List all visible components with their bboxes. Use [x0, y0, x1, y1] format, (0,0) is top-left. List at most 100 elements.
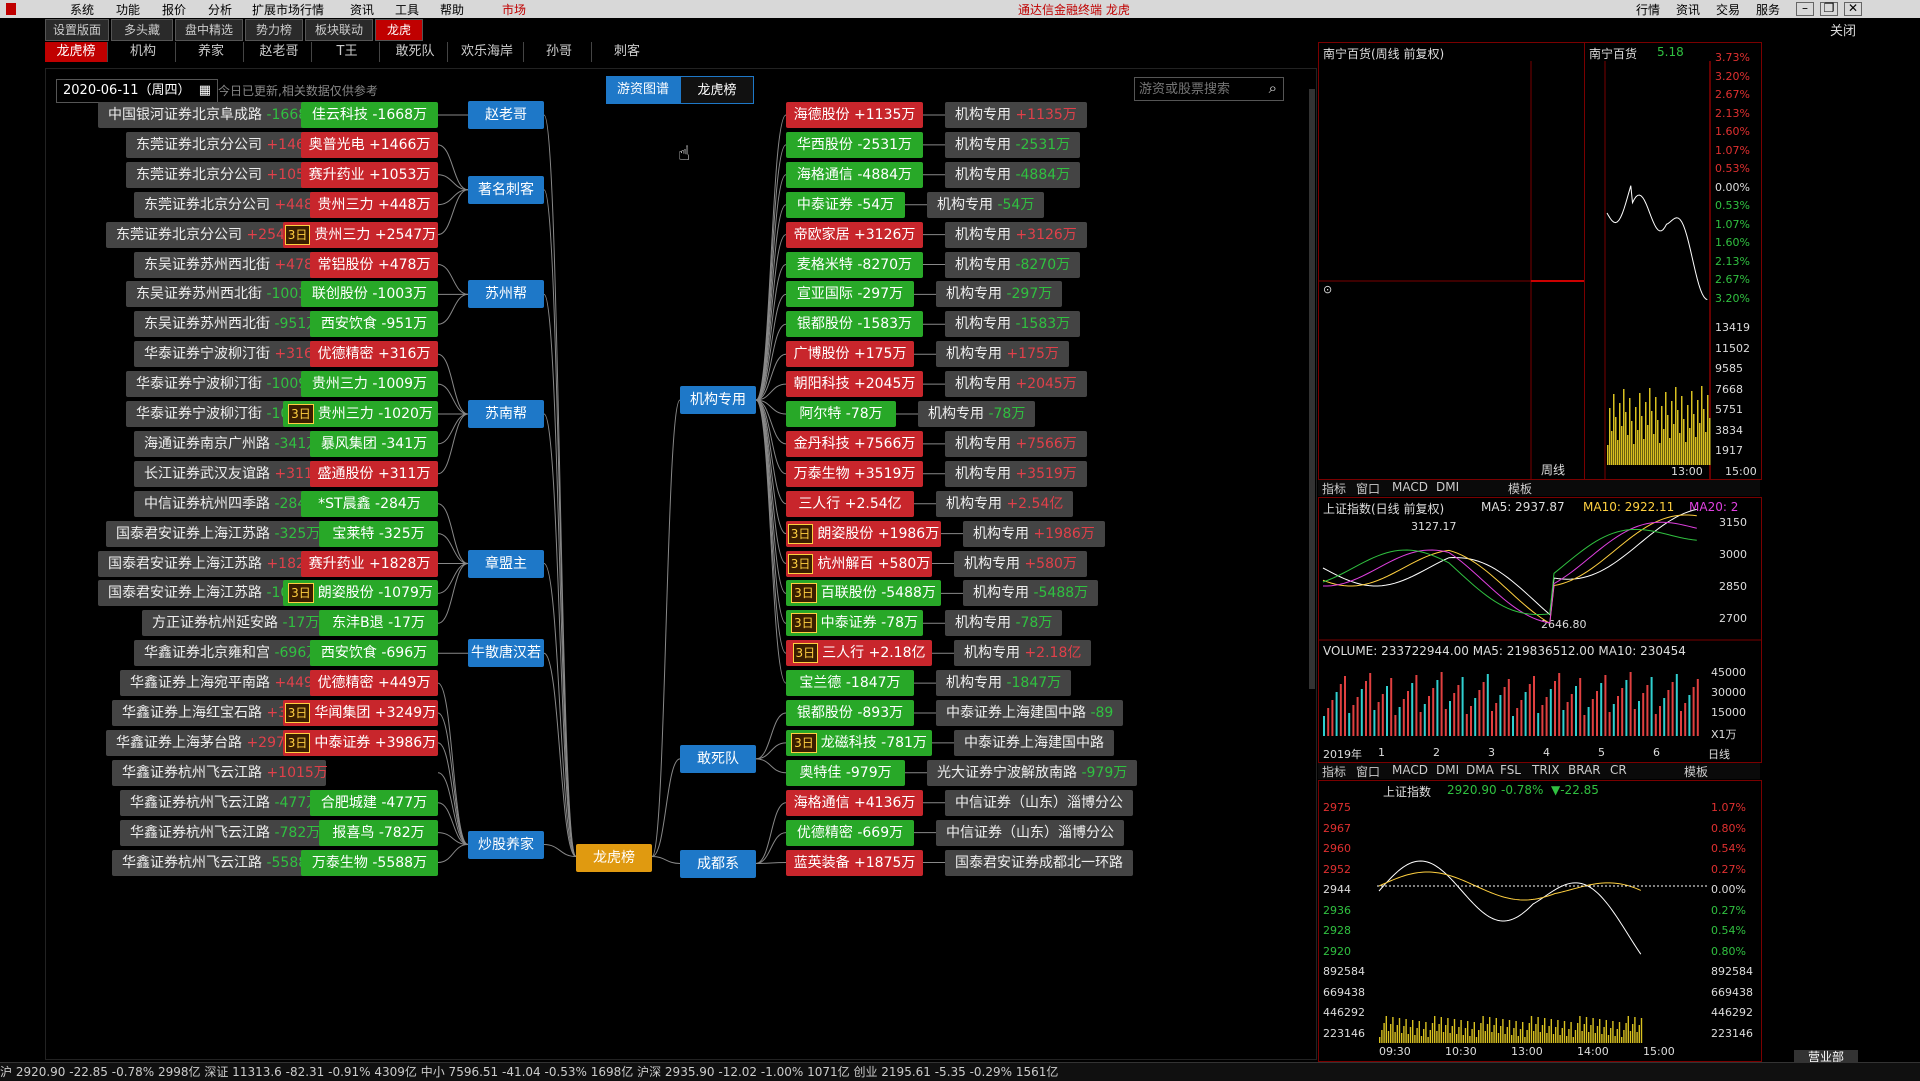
ind1-dmi[interactable]: DMI	[1436, 480, 1460, 494]
search-input[interactable]	[1135, 78, 1253, 101]
toggle-lhb[interactable]: 龙虎榜	[680, 76, 754, 104]
tab-intraday-pick[interactable]: 盘中精选	[175, 19, 243, 41]
indicator-tab[interactable]: BRAR	[1568, 763, 1601, 777]
group-node-left[interactable]: 苏州帮	[468, 280, 544, 309]
search-icon[interactable]: ⌕	[1268, 79, 1277, 97]
indicator-tab[interactable]: 指标	[1322, 765, 1347, 779]
seat-node[interactable]: 华鑫证券杭州飞云江路 +1015万	[112, 759, 328, 786]
tab-zhaolaoge[interactable]: 赵老哥	[247, 42, 312, 62]
stock-node[interactable]: 3日 中泰证券 +3986万	[283, 729, 438, 756]
ind1-indicator[interactable]: 指标	[1322, 482, 1347, 496]
tab-layout[interactable]: 设置版面	[45, 19, 109, 41]
stock-node[interactable]: 暴风集团 -341万	[310, 430, 438, 457]
stock-node[interactable]: 3日 华闻集团 +3249万	[283, 700, 438, 726]
stock-node[interactable]: 银都股份 -893万	[786, 700, 914, 726]
seat-node[interactable]: 光大证券宁波解放南路 -979万	[927, 759, 1138, 786]
seat-node[interactable]: 华泰证券宁波柳汀街 -1009万	[126, 371, 326, 398]
seat-node[interactable]: 东吴证券苏州西北街 +478万	[134, 251, 327, 278]
stock-node[interactable]: 优德精密 +449万	[310, 670, 438, 697]
stock-node[interactable]: 西安饮食 -696万	[310, 640, 438, 667]
seat-node[interactable]: 国泰君安证券上海江苏路 +1828万	[98, 550, 328, 577]
search-box[interactable]: ⌕	[1134, 77, 1284, 101]
stock-node[interactable]: 宝莱特 -325万	[319, 520, 438, 547]
restore-icon[interactable]: ❐	[1820, 2, 1838, 16]
indicator-tab[interactable]: FSL	[1500, 763, 1521, 777]
group-node-left[interactable]: 著名刺客	[468, 175, 544, 204]
seat-node[interactable]: 机构专用 -297万	[936, 281, 1063, 308]
seat-node[interactable]: 机构专用 +1135万	[945, 102, 1087, 128]
seat-node[interactable]: 机构专用 +2.18亿	[954, 640, 1092, 667]
stock-node[interactable]: 麦格米特 -8270万	[786, 251, 923, 278]
seat-node[interactable]: 机构专用 +1986万	[963, 520, 1105, 547]
seat-node[interactable]: 华鑫证券上海宛平南路 +449万	[120, 670, 327, 697]
seat-node[interactable]: 机构专用 +175万	[936, 341, 1069, 368]
stock-node[interactable]: 赛升药业 +1053万	[301, 161, 438, 188]
seat-node[interactable]: 中泰证券上海建国中路	[954, 729, 1114, 756]
seat-node[interactable]: 机构专用 -1583万	[945, 311, 1081, 338]
seat-node[interactable]: 机构专用 +580万	[954, 550, 1087, 577]
seat-node[interactable]: 机构专用 -54万	[927, 191, 1045, 218]
seat-node[interactable]: 机构专用 +7566万	[945, 430, 1087, 457]
sales-dept-tab[interactable]: 营业部	[1794, 1050, 1858, 1064]
seat-node[interactable]: 华鑫证券上海茅台路 +2971万	[106, 729, 308, 756]
seat-node[interactable]: 机构专用 -4884万	[945, 161, 1081, 188]
menu-analysis[interactable]: 分析	[208, 3, 233, 17]
seat-node[interactable]: 中国银河证券北京阜成路 -1668万	[98, 102, 326, 128]
stock-node[interactable]: 贵州三力 +448万	[310, 191, 438, 218]
stock-node[interactable]: 优德精密 -669万	[786, 819, 914, 846]
menu-market[interactable]: 市场	[502, 3, 527, 17]
tab-twang[interactable]: T王	[315, 42, 380, 62]
close-panel-button[interactable]: 关闭	[1830, 24, 1857, 39]
seat-node[interactable]: 机构专用 -5488万	[963, 580, 1099, 607]
tab-institution[interactable]: 机构	[111, 42, 176, 62]
stock-node[interactable]: 3日 贵州三力 -1020万	[283, 401, 438, 427]
stock-node[interactable]: 3日 杭州解百 +580万	[786, 550, 932, 577]
date-picker[interactable]: 2020-06-11（周四） ▦	[56, 79, 218, 103]
ind1-window[interactable]: 窗口	[1356, 482, 1381, 496]
tab-dragon-tiger[interactable]: 龙虎	[375, 19, 423, 41]
menu-info[interactable]: 资讯	[350, 3, 375, 17]
stock-node[interactable]: 海德股份 +1135万	[786, 102, 923, 128]
stock-node[interactable]: 奥普光电 +1466万	[301, 131, 438, 158]
seat-node[interactable]: 华鑫证券杭州飞云江路 -477万	[120, 789, 326, 816]
stock-node[interactable]: 海格通信 +4136万	[786, 789, 923, 816]
indicator-tab[interactable]: DMI	[1436, 763, 1460, 777]
stock-node[interactable]: 海格通信 -4884万	[786, 161, 923, 188]
stock-node[interactable]: 宣亚国际 -297万	[786, 281, 914, 308]
seat-node[interactable]: 国泰君安证券上海江苏路 -325万	[106, 520, 326, 547]
indicator-tab[interactable]: CR	[1610, 763, 1627, 777]
stock-node[interactable]: 阿尔特 -78万	[786, 401, 896, 427]
stock-node[interactable]: 常铝股份 +478万	[310, 251, 438, 278]
tab-yangjia[interactable]: 养家	[179, 42, 244, 62]
stock-node[interactable]: 3日 朗姿股份 +1986万	[786, 520, 941, 547]
seat-node[interactable]: 机构专用 +2045万	[945, 371, 1087, 398]
ind1-macd[interactable]: MACD	[1392, 480, 1428, 494]
root-node-lhb[interactable]: 龙虎榜	[576, 843, 652, 872]
seat-node[interactable]: 中泰证券上海建国中路 -89	[936, 700, 1124, 726]
indicator-tab[interactable]: MACD	[1392, 763, 1428, 777]
stock-node[interactable]: 合肥城建 -477万	[310, 789, 438, 816]
seat-node[interactable]: 长江证券武汉友谊路 +311万	[134, 460, 327, 487]
seat-node[interactable]: 东吴证券苏州西北街 -1003万	[126, 281, 326, 308]
group-node-left[interactable]: 赵老哥	[468, 101, 544, 129]
stock-node[interactable]: 3日 三人行 +2.18亿	[786, 640, 932, 667]
seat-node[interactable]: 华鑫证券杭州飞云江路 -782万	[120, 819, 326, 846]
stock-node[interactable]: 3日 朗姿股份 -1079万	[283, 580, 438, 607]
stock-node[interactable]: 3日 中泰证券 -78万	[786, 610, 923, 637]
seat-node[interactable]: 机构专用 -78万	[918, 401, 1036, 427]
stock-node[interactable]: 帝欧家居 +3126万	[786, 221, 923, 248]
seat-node[interactable]: 中信证券（山东）淄博分公	[936, 819, 1124, 846]
menu-right-service[interactable]: 服务	[1756, 3, 1781, 17]
minimize-icon[interactable]: –	[1796, 2, 1814, 16]
collapse-icon[interactable]: ⊙	[1323, 283, 1333, 296]
tab-lhb[interactable]: 龙虎榜	[45, 42, 108, 62]
menu-function[interactable]: 功能	[116, 3, 141, 17]
seat-node[interactable]: 机构专用 +3126万	[945, 221, 1087, 248]
seat-node[interactable]: 机构专用 -8270万	[945, 251, 1081, 278]
stock-node[interactable]: 奥特佳 -979万	[786, 759, 905, 786]
menu-right-trade[interactable]: 交易	[1716, 3, 1741, 17]
tab-huanle-haian[interactable]: 欢乐海岸	[451, 42, 524, 62]
ind1-template[interactable]: 模板	[1508, 482, 1533, 496]
stock-node[interactable]: 广博股份 +175万	[786, 341, 914, 368]
indicator-tab[interactable]: 窗口	[1356, 765, 1381, 779]
